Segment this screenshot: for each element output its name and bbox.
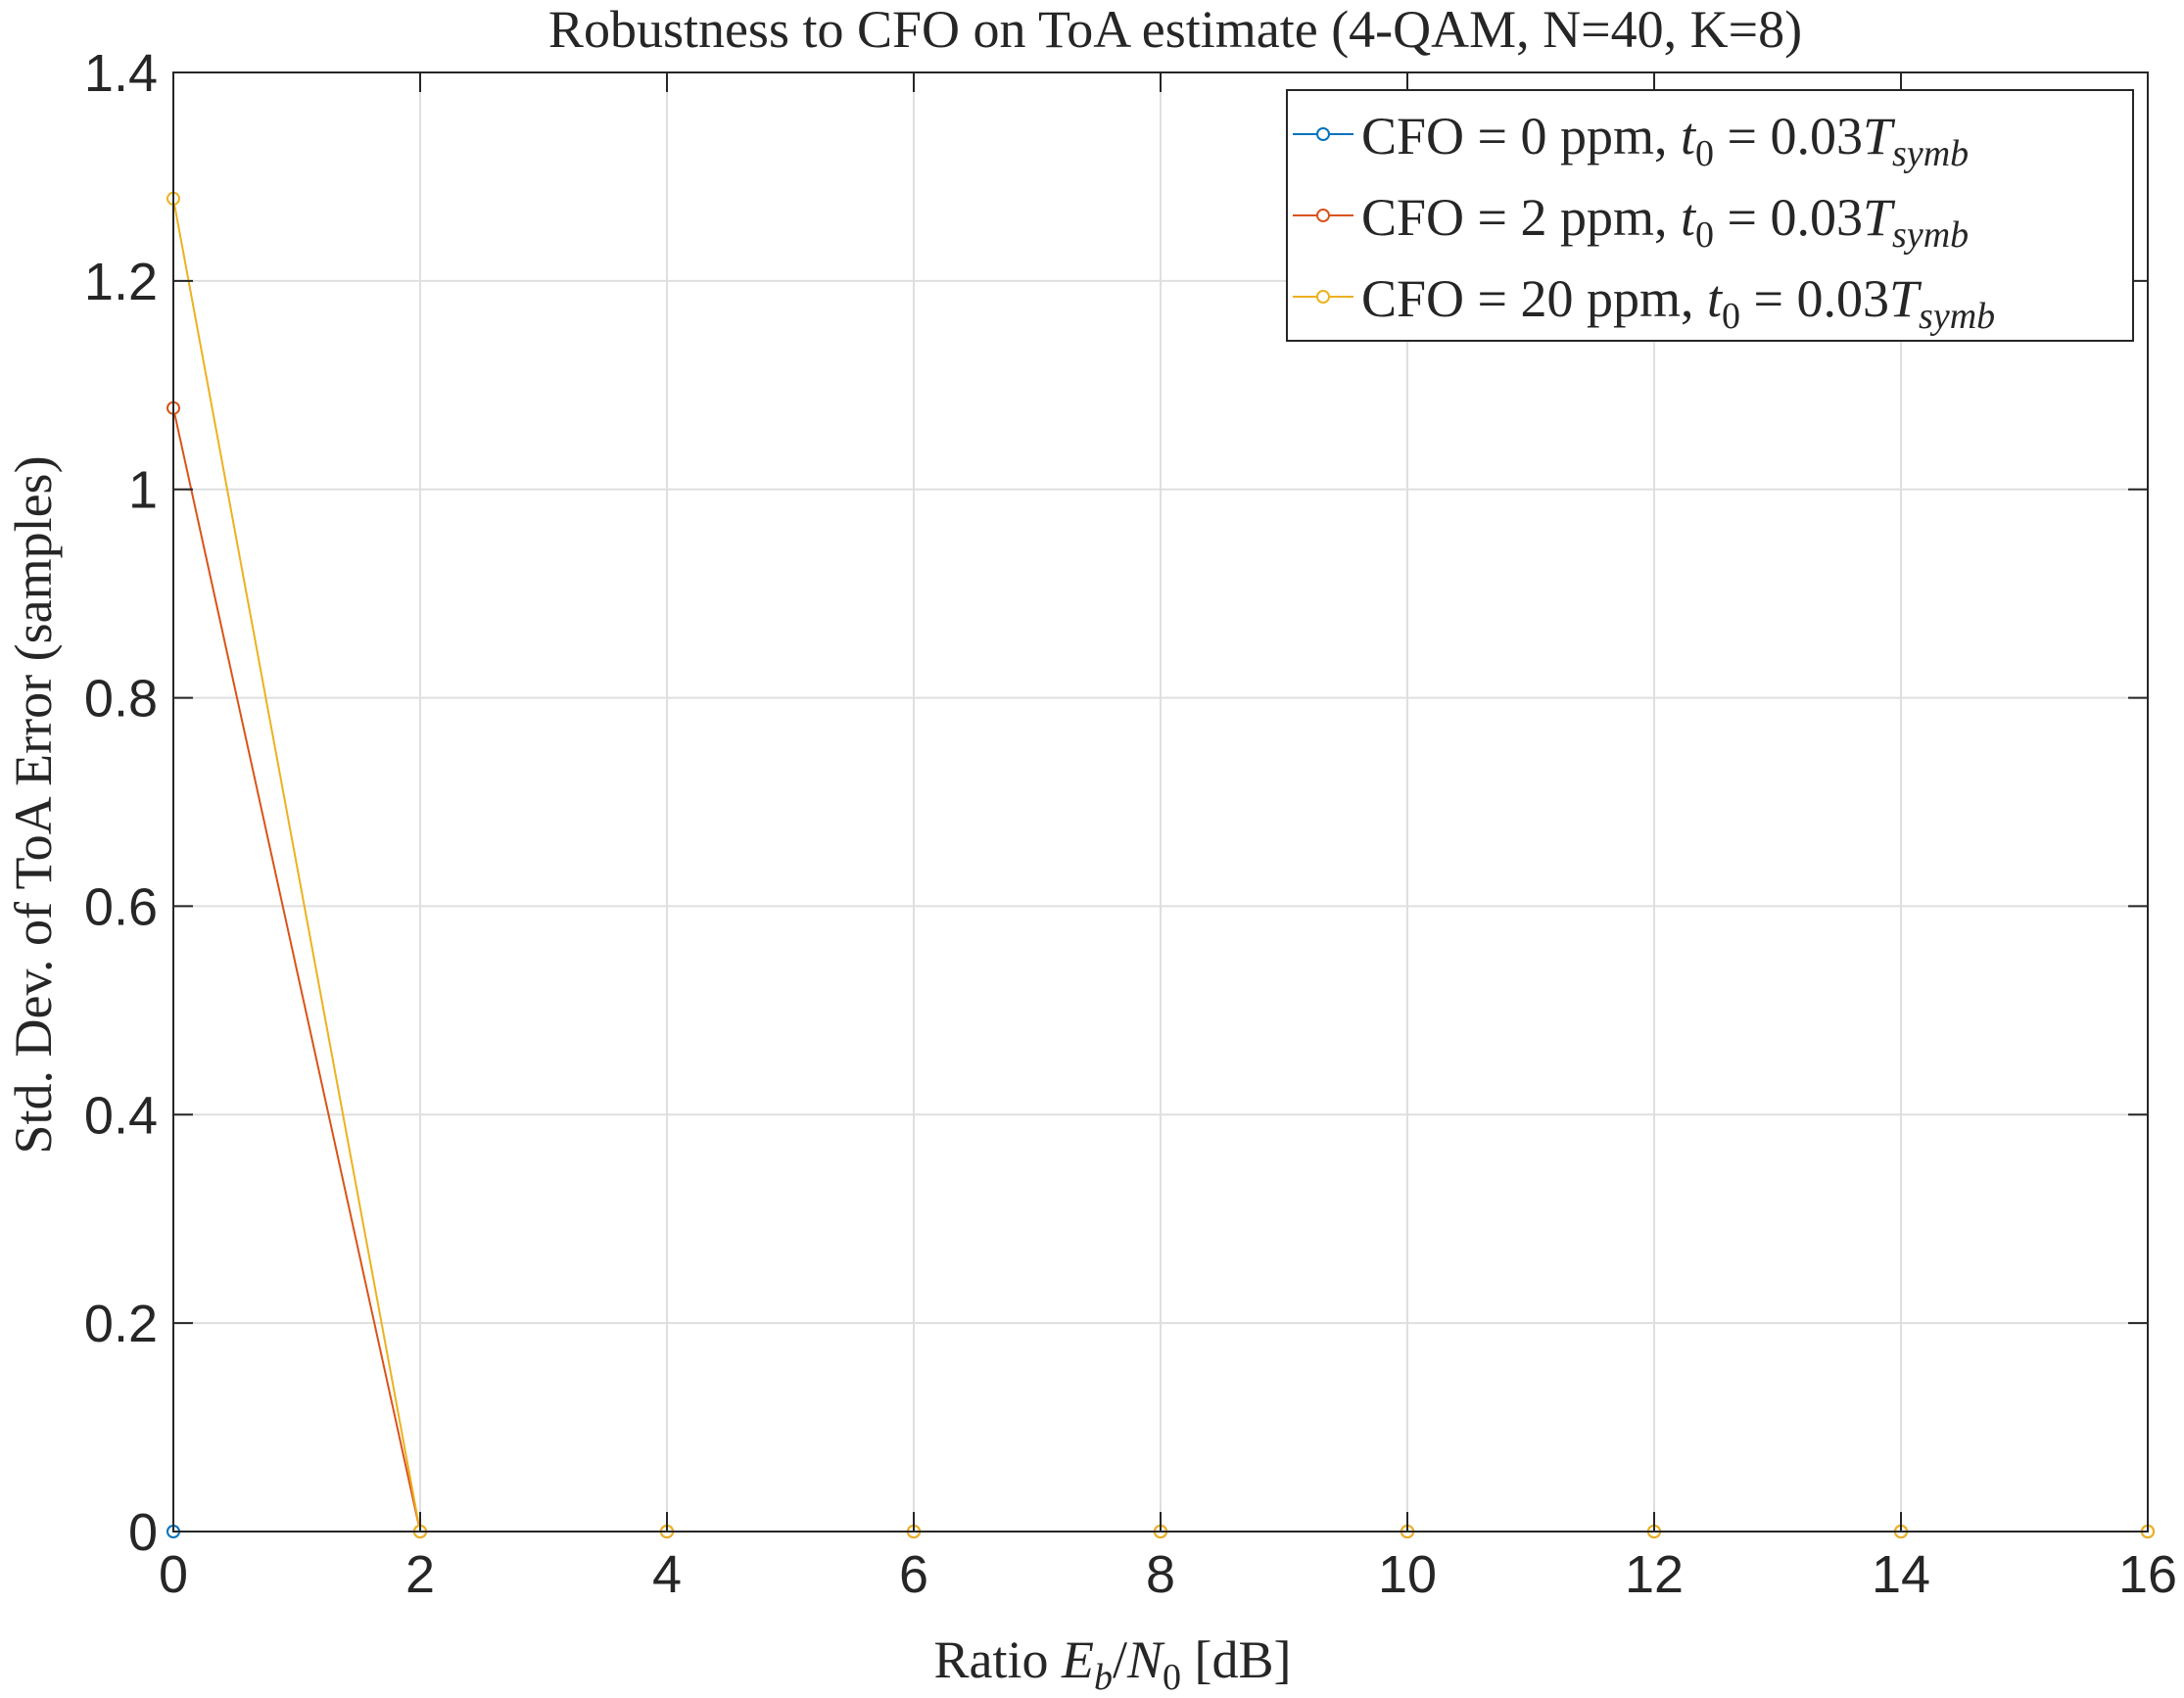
legend-swatch-marker [1316,209,1330,222]
y-axis-label: Std. Dev. of ToA Error (samples) [4,455,63,1154]
y-tick-label: 0.8 [84,670,158,729]
legend: CFO = 0 ppm, t0 = 0.03Tsymb CFO = 2 ppm, … [1286,89,2134,342]
legend-swatch-marker [1316,127,1330,141]
legend-entry: CFO = 0 ppm, t0 = 0.03Tsymb [1293,107,1969,174]
x-label-n: N [1126,1630,1165,1689]
y-tick-label: 0.2 [84,1295,158,1353]
axis-ticks: 0 2 4 6 8 10 12 14 16 0 0.2 0.4 0.6 0.8 1 1.2 1.4 [84,44,2177,1604]
x-label-e: E [1061,1630,1094,1689]
legend-box [1286,89,2134,342]
y-tick-label: 1.4 [84,44,158,103]
legend-label: CFO = 20 ppm, t0 = 0.03Tsymb [1361,269,1995,337]
x-tick-label: 12 [1625,1545,1684,1604]
x-label-suffix: [dB] [1181,1630,1291,1689]
x-tick-label: 10 [1378,1545,1437,1604]
legend-swatch-marker [1316,290,1330,304]
legend-entry: CFO = 20 ppm, t0 = 0.03Tsymb [1293,269,1995,337]
x-tick-label: 6 [899,1545,928,1604]
x-tick-label: 0 [159,1545,188,1604]
x-tick-label: 8 [1146,1545,1175,1604]
x-tick-label: 16 [2118,1545,2177,1604]
x-tick-label: 14 [1872,1545,1930,1604]
x-label-prefix: Ratio [933,1630,1062,1689]
x-tick-label: 2 [405,1545,435,1604]
x-tick-label: 4 [652,1545,682,1604]
x-label-n-sub: 0 [1163,1657,1181,1698]
chart-title: Robustness to CFO on ToA estimate (4-QAM… [548,0,1802,59]
legend-entry: CFO = 2 ppm, t0 = 0.03Tsymb [1293,188,1969,256]
y-tick-label: 1 [128,461,158,520]
legend-label: CFO = 0 ppm, t0 = 0.03Tsymb [1361,107,1969,174]
y-tick-label: 0.6 [84,877,158,936]
y-tick-label: 1.2 [84,253,158,311]
x-axis-label: Ratio Eb/N0 [dB] [933,1630,1291,1698]
x-label-slash: / [1113,1630,1127,1689]
legend-label: CFO = 2 ppm, t0 = 0.03Tsymb [1361,188,1969,256]
y-tick-label: 0 [128,1503,158,1562]
x-label-e-sub: b [1094,1657,1113,1698]
y-tick-label: 0.4 [84,1086,158,1145]
